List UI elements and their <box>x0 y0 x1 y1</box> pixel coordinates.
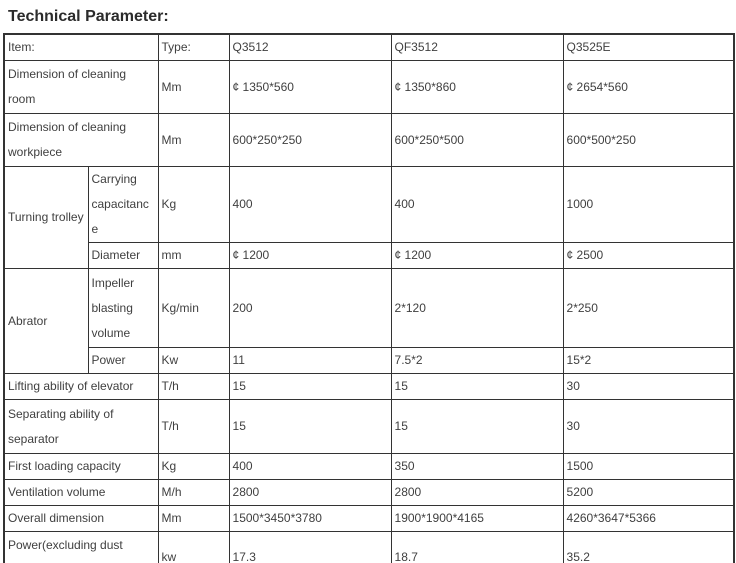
table-row: Dimension of cleaning workpiece Mm 600*2… <box>3 113 735 167</box>
value-cell: 200 <box>228 268 392 348</box>
value-cell: 400 <box>228 166 392 243</box>
table-row: First loading capacity Kg 400 350 1500 <box>3 453 735 480</box>
model-header-q3525e: Q3525E <box>562 33 735 61</box>
item-label-cell: First loading capacity <box>3 453 159 480</box>
item-label-cell: Separating ability of separator <box>3 399 159 454</box>
value-cell: 15 <box>228 373 392 400</box>
table-row: Separating ability of separator T/h 15 1… <box>3 399 735 454</box>
value-cell: 15 <box>390 373 564 400</box>
value-cell: ¢ 1350*860 <box>390 60 564 114</box>
header-type-cell: Type: <box>157 33 230 61</box>
value-cell: 30 <box>562 373 735 400</box>
value-cell: ¢ 1200 <box>228 242 392 269</box>
table-row: Diameter mm ¢ 1200 ¢ 1200 ¢ 2500 <box>4 242 735 269</box>
value-cell: 7.5*2 <box>390 347 564 374</box>
value-cell: 600*500*250 <box>562 113 735 167</box>
table-row: Power(excluding dust catching) kw 17.3 1… <box>3 531 735 563</box>
table-row: Overall dimension Mm 1500*3450*3780 1900… <box>3 505 735 532</box>
value-cell: 4260*3647*5366 <box>562 505 735 532</box>
item-label-cell: Ventilation volume <box>3 479 159 506</box>
value-cell: 400 <box>390 166 564 243</box>
value-cell: 400 <box>228 453 392 480</box>
value-cell: 15*2 <box>562 347 735 374</box>
table-row: Lifting ability of elevator T/h 15 15 30 <box>3 373 735 400</box>
model-header-q3512: Q3512 <box>228 33 392 61</box>
value-cell: 2800 <box>390 479 564 506</box>
value-cell: ¢ 1200 <box>390 242 564 269</box>
item-label-cell: Power(excluding dust catching) <box>3 531 159 563</box>
value-cell: 350 <box>390 453 564 480</box>
group-label-abrator: Abrator <box>3 268 89 374</box>
table-row: Dimension of cleaning room Mm ¢ 1350*560… <box>3 60 735 114</box>
unit-cell: Kg <box>157 453 230 480</box>
unit-cell: Kg/min <box>157 268 230 348</box>
value-cell: 15 <box>228 399 392 454</box>
value-cell: 600*250*250 <box>228 113 392 167</box>
table-row: Power Kw 11 7.5*2 15*2 <box>4 347 735 374</box>
value-cell: 2800 <box>228 479 392 506</box>
value-cell: 17.3 <box>228 531 392 563</box>
value-cell: 1500 <box>562 453 735 480</box>
sub-item-label-cell: Impeller blasting volume <box>87 268 159 348</box>
unit-cell: M/h <box>157 479 230 506</box>
item-label-cell: Lifting ability of elevator <box>3 373 159 400</box>
table-row: Abrator Impeller blasting volume Kg/min … <box>3 268 735 374</box>
item-label-cell: Dimension of cleaning workpiece <box>3 113 159 167</box>
table-row: Turning trolley Carrying capacitance Kg … <box>3 166 735 269</box>
unit-cell: kw <box>157 531 230 563</box>
sub-item-label-cell: Carrying capacitance <box>87 166 159 243</box>
value-cell: ¢ 1350*560 <box>228 60 392 114</box>
value-cell: 1500*3450*3780 <box>228 505 392 532</box>
unit-cell: Kw <box>157 347 230 374</box>
group-label-turning-trolley: Turning trolley <box>3 166 89 269</box>
value-cell: 2*120 <box>390 268 564 348</box>
table-row: Ventilation volume M/h 2800 2800 5200 <box>3 479 735 506</box>
sub-item-label-cell: Power <box>87 347 159 374</box>
unit-cell: Mm <box>157 505 230 532</box>
unit-cell: T/h <box>157 399 230 454</box>
value-cell: 1000 <box>562 166 735 243</box>
value-cell: ¢ 2654*560 <box>562 60 735 114</box>
unit-cell: Mm <box>157 60 230 114</box>
value-cell: 11 <box>228 347 392 374</box>
unit-cell: Kg <box>157 166 230 243</box>
item-label-cell: Dimension of cleaning room <box>3 60 159 114</box>
value-cell: 1900*1900*4165 <box>390 505 564 532</box>
value-cell: 600*250*500 <box>390 113 564 167</box>
value-cell: 18.7 <box>390 531 564 563</box>
page-title: Technical Parameter: <box>8 8 169 25</box>
model-header-qf3512: QF3512 <box>390 33 564 61</box>
value-cell: 15 <box>390 399 564 454</box>
unit-cell: T/h <box>157 373 230 400</box>
table-header-row: Item: Type: Q3512 QF3512 Q3525E <box>3 33 735 61</box>
value-cell: 30 <box>562 399 735 454</box>
value-cell: 35.2 <box>562 531 735 563</box>
sub-item-label-cell: Diameter <box>87 242 159 269</box>
value-cell: 5200 <box>562 479 735 506</box>
unit-cell: mm <box>157 242 230 269</box>
technical-parameter-table: Item: Type: Q3512 QF3512 Q3525E Dimensio… <box>3 33 736 563</box>
unit-cell: Mm <box>157 113 230 167</box>
value-cell: 2*250 <box>562 268 735 348</box>
item-label-cell: Overall dimension <box>3 505 159 532</box>
value-cell: ¢ 2500 <box>562 242 735 269</box>
header-item-cell: Item: <box>3 33 159 61</box>
